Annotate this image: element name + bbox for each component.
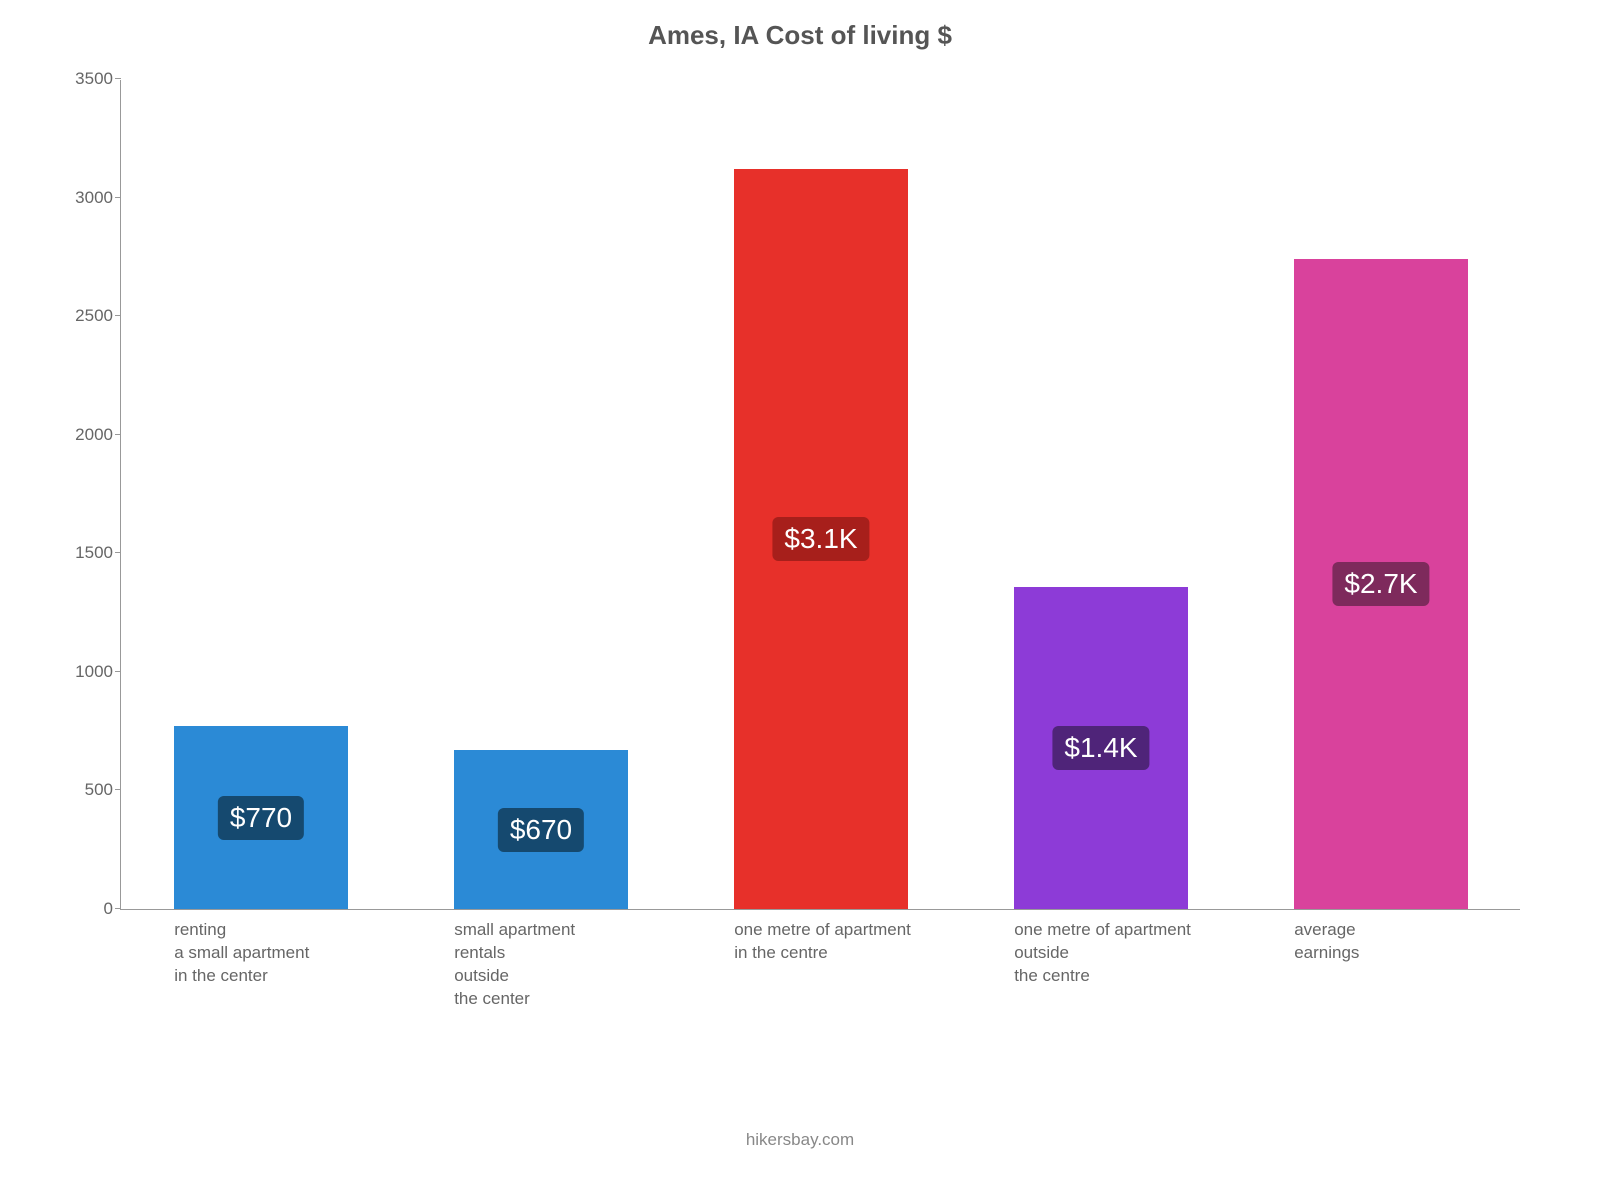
ytick-label: 2000 [75, 425, 121, 445]
bar: $670 [454, 750, 628, 909]
ytick-mark [115, 197, 121, 198]
x-category-label: renting a small apartment in the center [174, 909, 454, 988]
ytick-mark [115, 789, 121, 790]
bar: $2.7K [1294, 259, 1468, 909]
ytick-mark [115, 315, 121, 316]
ytick-mark [115, 671, 121, 672]
ytick-label: 3500 [75, 69, 121, 89]
bar: $3.1K [734, 169, 908, 909]
footer-attribution: hikersbay.com [0, 1130, 1600, 1150]
ytick-label: 1000 [75, 662, 121, 682]
chart-title: Ames, IA Cost of living $ [60, 20, 1540, 51]
x-category-label: one metre of apartment in the centre [734, 909, 1014, 965]
ytick-mark [115, 78, 121, 79]
plot-area: 0500100015002000250030003500$770renting … [120, 80, 1520, 910]
chart-container: Ames, IA Cost of living $ 05001000150020… [60, 20, 1540, 1020]
bar-value-badge: $2.7K [1332, 562, 1429, 606]
ytick-label: 3000 [75, 188, 121, 208]
bar: $770 [174, 726, 348, 909]
bar-value-badge: $3.1K [772, 517, 869, 561]
bar-value-badge: $670 [498, 808, 584, 852]
ytick-label: 1500 [75, 543, 121, 563]
x-category-label: average earnings [1294, 909, 1574, 965]
ytick-label: 500 [85, 780, 121, 800]
ytick-mark [115, 434, 121, 435]
bar-value-badge: $1.4K [1052, 726, 1149, 770]
ytick-label: 0 [104, 899, 121, 919]
x-category-label: small apartment rentals outside the cent… [454, 909, 734, 1011]
ytick-label: 2500 [75, 306, 121, 326]
ytick-mark [115, 908, 121, 909]
x-category-label: one metre of apartment outside the centr… [1014, 909, 1294, 988]
bar-value-badge: $770 [218, 796, 304, 840]
bar: $1.4K [1014, 587, 1188, 910]
ytick-mark [115, 552, 121, 553]
